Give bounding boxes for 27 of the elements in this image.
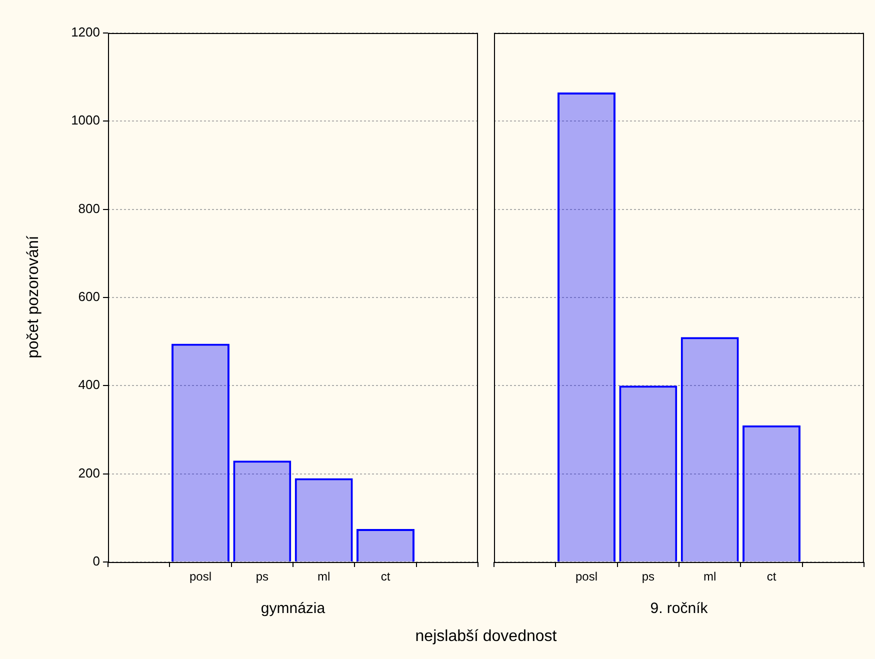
text: gymnázia	[260, 600, 326, 617]
bar	[233, 460, 292, 562]
x-tick-label: ps	[256, 570, 269, 584]
bar	[294, 478, 353, 562]
bar	[680, 337, 739, 562]
x-tick-label: ml	[317, 570, 330, 584]
x-tick-label: ml	[703, 570, 716, 584]
y-tick-label: 600	[78, 289, 100, 304]
bar	[172, 344, 230, 562]
y-tick-label: 800	[78, 200, 100, 216]
y-tick-label: 1200	[71, 24, 100, 40]
y-tick-label: 1000	[71, 112, 100, 128]
bar	[558, 92, 616, 562]
y-tick-label: 0	[92, 554, 100, 569]
bar	[356, 528, 414, 562]
y-tick-label: 400	[78, 377, 100, 392]
y-axis-title: počet pozorování	[25, 236, 43, 358]
x-axis-title: nejslabší dovednost	[414, 628, 558, 646]
bar	[619, 386, 678, 562]
bar	[742, 425, 800, 562]
x-tick-label: ct	[766, 570, 777, 584]
x-tick-label: ct	[380, 570, 391, 584]
x-tick-label: posl	[575, 570, 598, 584]
x-tick-label: posl	[189, 570, 212, 584]
x-tick-label: ps	[642, 570, 655, 584]
y-tick-label: 200	[78, 465, 100, 480]
text: 9. ročník	[649, 600, 709, 617]
